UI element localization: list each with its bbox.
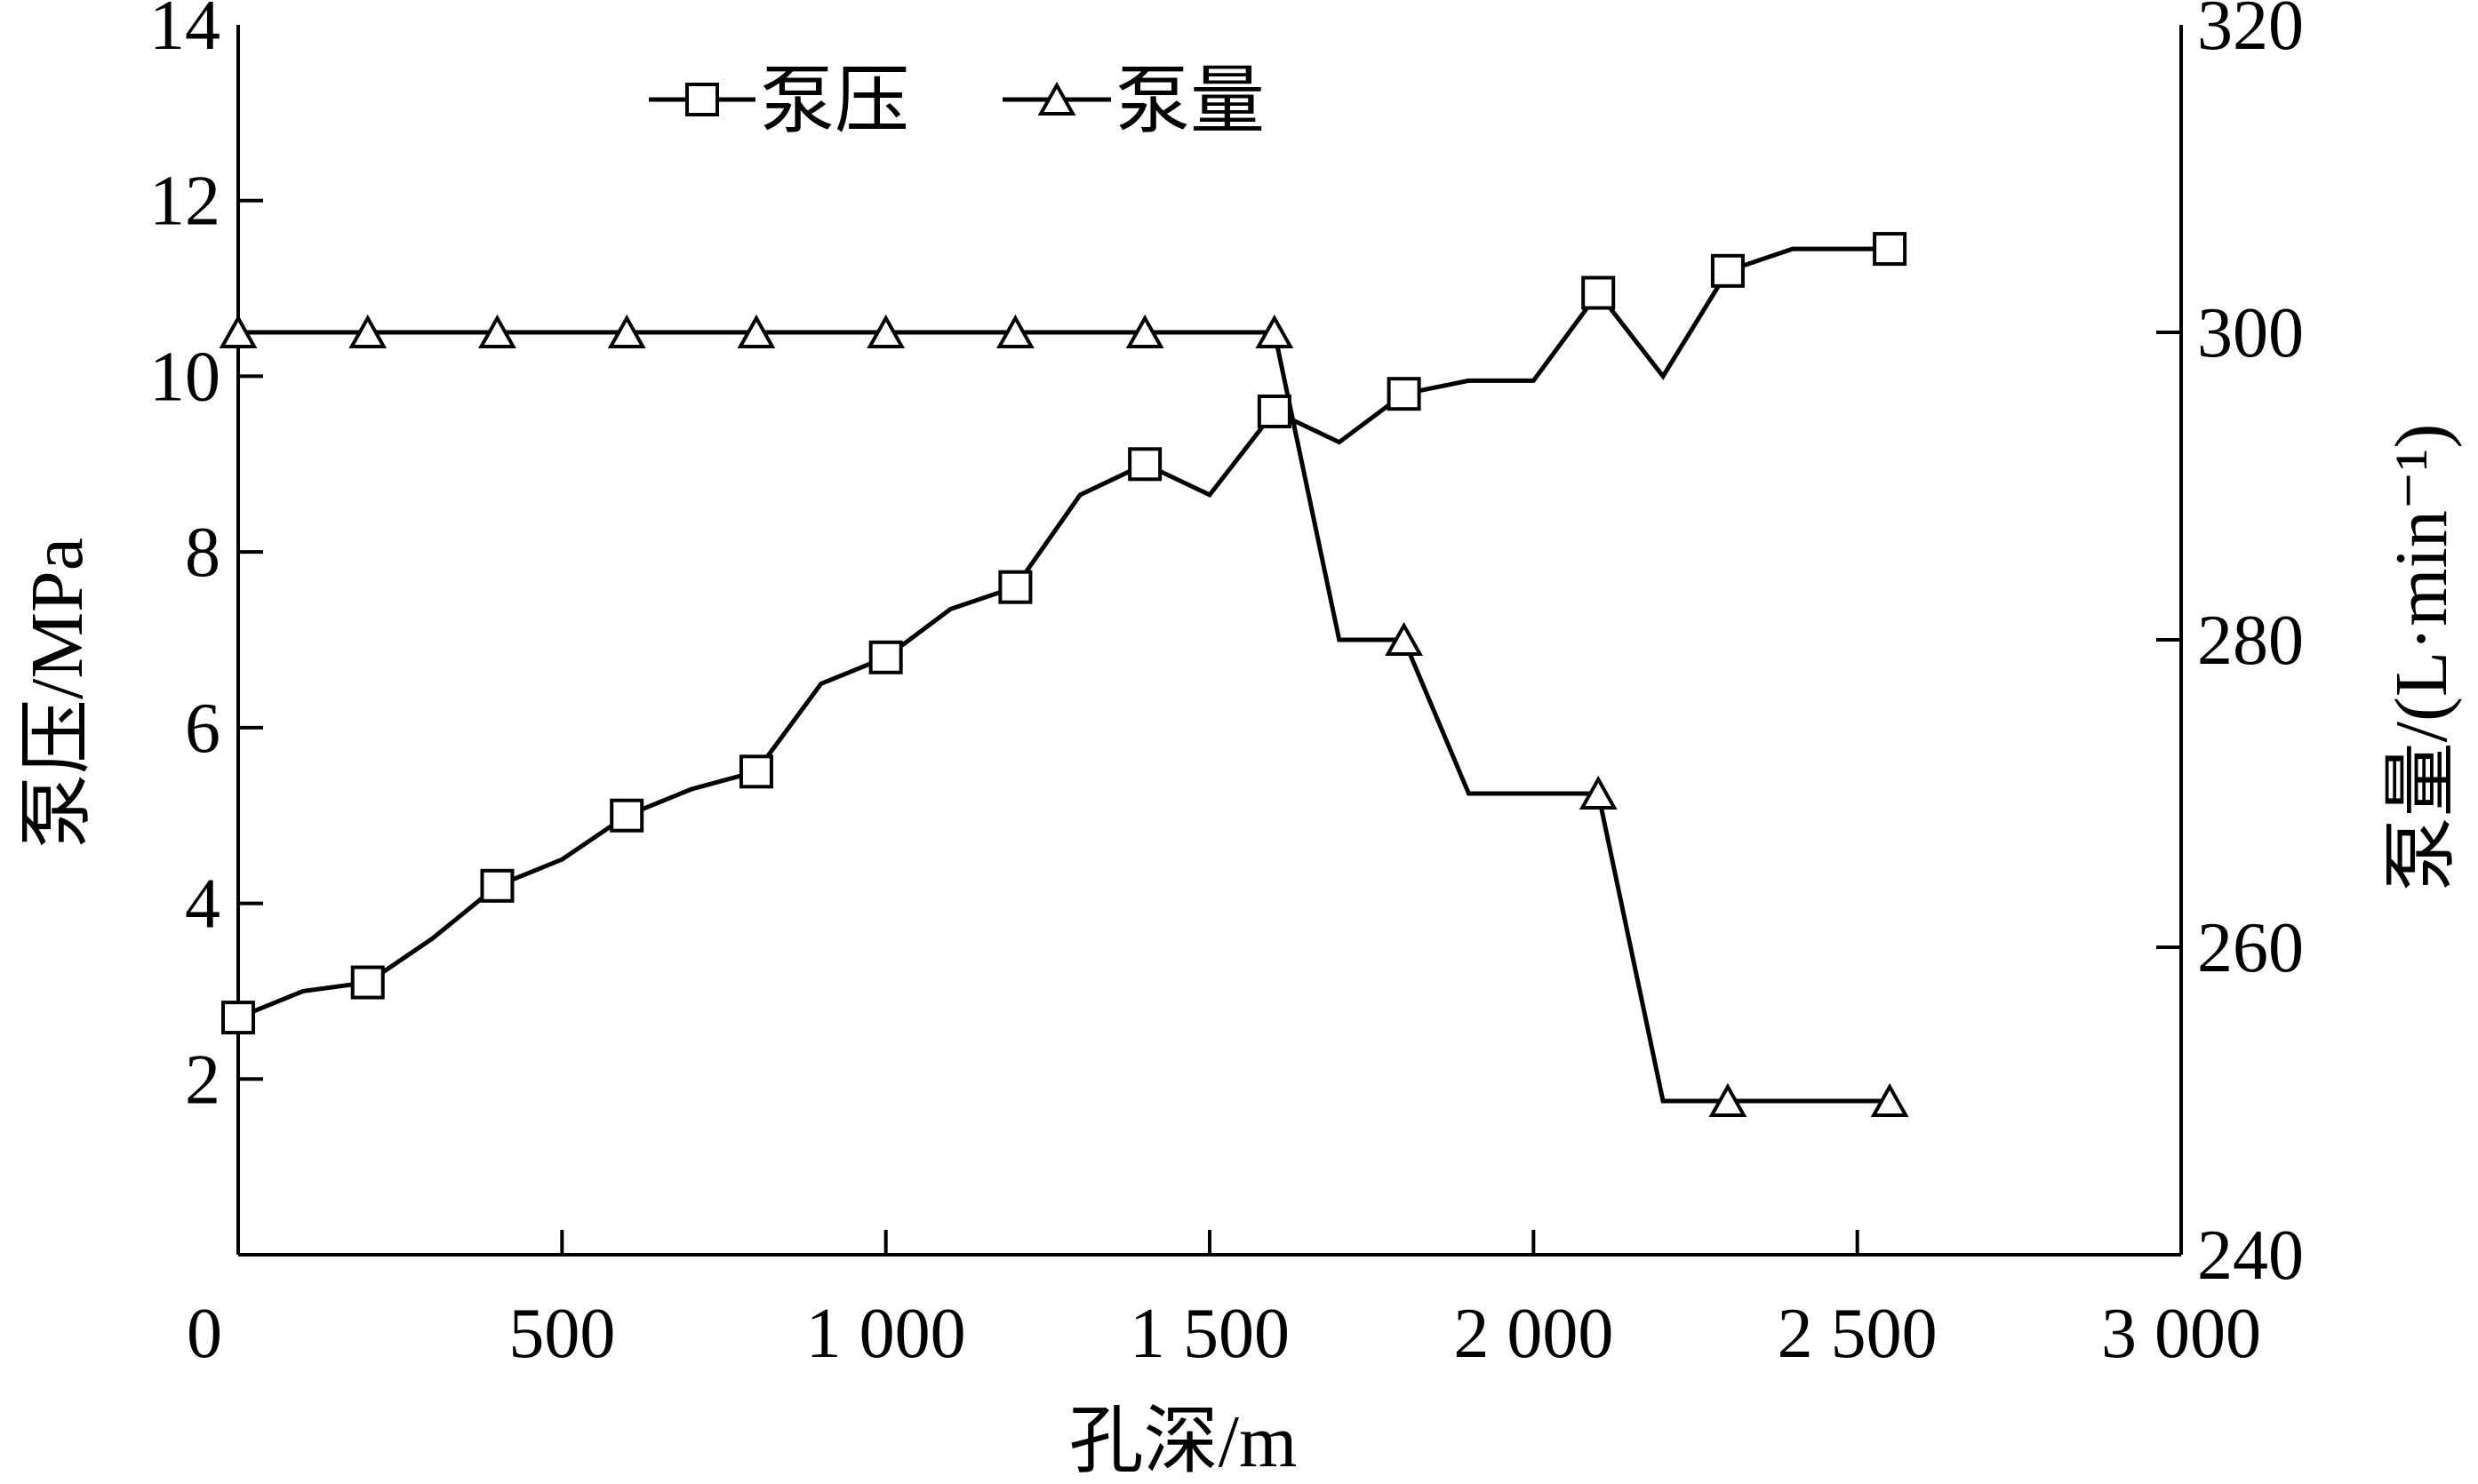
data-point-triangle [1870, 1082, 1909, 1117]
left-y-tick-label: 8 [185, 514, 220, 592]
right-y-tick-label: 300 [2197, 294, 2304, 372]
data-point-square [350, 965, 385, 1000]
data-point-square [480, 868, 515, 903]
data-point-square [221, 1001, 255, 1035]
data-point-triangle [867, 314, 906, 348]
left-y-tick-label: 12 [149, 163, 220, 241]
data-point-triangle [607, 314, 646, 348]
legend-marker-triangle [1037, 81, 1076, 116]
data-point-square [998, 570, 1033, 604]
x-tick-label: 1 000 [806, 1295, 966, 1373]
right-y-axis-title: 泵量/(L·min⁻¹) [2380, 424, 2463, 892]
data-point-square [1128, 447, 1163, 482]
data-point-square [1710, 253, 1745, 288]
x-tick-label: 3 000 [2101, 1295, 2261, 1373]
right-y-tick-label: 260 [2197, 909, 2304, 987]
x-tick-label: 1 500 [1130, 1295, 1290, 1373]
legend: 泵压 泵量 [649, 60, 1265, 143]
data-point-triangle [1385, 621, 1424, 656]
data-point-square [1257, 394, 1291, 428]
data-point-triangle [995, 314, 1035, 348]
data-point-square [610, 798, 644, 833]
legend-marker-square [685, 83, 719, 116]
data-point-square [1873, 232, 1907, 267]
left-y-tick-label: 6 [185, 690, 220, 768]
series-markers [219, 232, 1909, 1117]
data-point-triangle [219, 314, 258, 348]
data-point-square [1581, 275, 1616, 310]
x-tick-label: 2 500 [1778, 1295, 1938, 1373]
legend-label-pump-flow: 泵量 [1115, 60, 1265, 143]
ticks: 0 500 1 000 1 500 2 000 2 500 3 000 2 4 6 8 10 12 14 2… [149, 0, 2304, 1373]
data-point-square [739, 754, 773, 789]
data-point-triangle [478, 314, 516, 348]
legend-label-pump-pressure: 泵压 [760, 60, 909, 143]
left-y-tick-label: 2 [185, 1041, 220, 1119]
data-point-triangle [1579, 775, 1618, 810]
left-y-tick-label: 14 [149, 0, 220, 65]
left-y-tick-label: 4 [185, 866, 220, 944]
x-axis-title: 孔深/m [1069, 1400, 1298, 1483]
right-y-tick-label: 240 [2197, 1217, 2304, 1295]
right-y-tick-label: 320 [2197, 0, 2304, 65]
data-point-triangle [1708, 1082, 1747, 1117]
data-point-square [868, 640, 903, 674]
left-y-tick-label: 10 [149, 338, 220, 416]
x-tick-label: 0 [187, 1295, 222, 1373]
right-y-tick-label: 280 [2197, 602, 2304, 680]
left-y-axis-title: 泵压/MPa [16, 538, 99, 849]
data-point-triangle [348, 314, 388, 348]
series-lines [237, 246, 1890, 1104]
data-point-triangle [737, 314, 776, 348]
axes [236, 25, 2183, 1257]
data-point-triangle [1255, 314, 1294, 348]
series-line-pump-flow [238, 330, 1890, 1104]
data-point-square [1387, 377, 1421, 411]
x-tick-label: 500 [508, 1295, 615, 1373]
x-tick-label: 2 000 [1453, 1295, 1613, 1373]
data-point-triangle [1125, 314, 1164, 348]
